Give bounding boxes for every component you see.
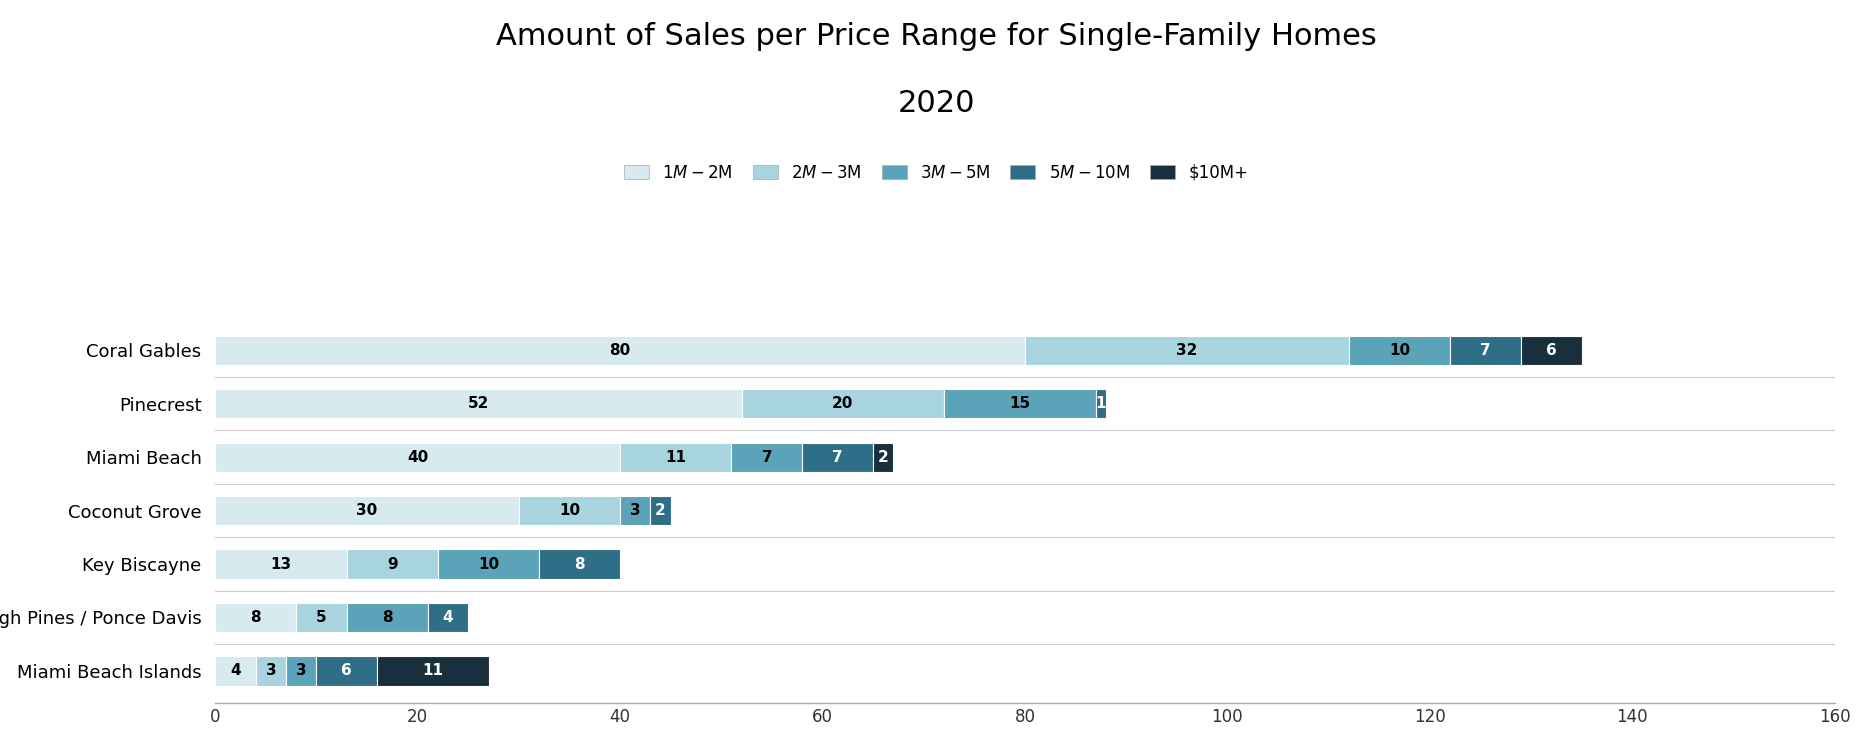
Bar (346, 602, 429, 632)
Text: Amount of Sales per Price Range for Single-Family Homes: Amount of Sales per Price Range for Sing… (496, 22, 1376, 51)
Bar (620, 443, 732, 472)
Bar (1095, 389, 1106, 419)
Bar (429, 602, 468, 632)
Text: 52: 52 (468, 397, 489, 411)
Bar (650, 496, 670, 525)
Bar (872, 443, 893, 472)
Bar (803, 443, 872, 472)
Bar (286, 656, 316, 685)
Bar (215, 602, 296, 632)
Bar (1026, 336, 1350, 365)
Text: 10: 10 (560, 503, 580, 518)
Bar (215, 549, 346, 579)
Text: 11: 11 (665, 450, 687, 465)
Text: 80: 80 (610, 343, 631, 358)
Text: 15: 15 (1009, 397, 1030, 411)
Text: 7: 7 (762, 450, 771, 465)
Bar (519, 496, 620, 525)
Text: 5: 5 (316, 610, 328, 625)
Text: 8: 8 (251, 610, 260, 625)
Bar (296, 602, 346, 632)
Bar (1451, 336, 1520, 365)
Text: 2020: 2020 (897, 89, 975, 118)
Bar (215, 656, 256, 685)
Text: 13: 13 (270, 556, 292, 571)
Bar (346, 549, 438, 579)
Text: 30: 30 (356, 503, 378, 518)
Text: 8: 8 (575, 556, 584, 571)
Text: 1: 1 (1095, 397, 1106, 411)
Text: 10: 10 (1389, 343, 1410, 358)
Bar (943, 389, 1095, 419)
Bar (438, 549, 539, 579)
Text: 3: 3 (296, 663, 307, 679)
Legend: $1M-$2M, $2M-$3M, $3M-$5M, $5M-$10M, $10M+: $1M-$2M, $2M-$3M, $3M-$5M, $5M-$10M, $10… (623, 164, 1249, 182)
Text: 4: 4 (230, 663, 241, 679)
Bar (1520, 336, 1582, 365)
Bar (741, 389, 943, 419)
Text: 3: 3 (631, 503, 640, 518)
Bar (539, 549, 620, 579)
Text: 3: 3 (266, 663, 277, 679)
Text: 2: 2 (655, 503, 666, 518)
Bar (215, 443, 620, 472)
Bar (215, 336, 1026, 365)
Bar (732, 443, 803, 472)
Bar (256, 656, 286, 685)
Bar (378, 656, 489, 685)
Text: 7: 7 (1481, 343, 1490, 358)
Text: 6: 6 (341, 663, 352, 679)
Text: 9: 9 (388, 556, 397, 571)
Text: 6: 6 (1546, 343, 1556, 358)
Bar (215, 389, 741, 419)
Text: 32: 32 (1176, 343, 1198, 358)
Text: 11: 11 (423, 663, 444, 679)
Text: 7: 7 (833, 450, 842, 465)
Text: 2: 2 (878, 450, 889, 465)
Text: 40: 40 (406, 450, 429, 465)
Text: 8: 8 (382, 610, 393, 625)
Text: 10: 10 (477, 556, 500, 571)
Text: 4: 4 (444, 610, 453, 625)
Bar (215, 496, 519, 525)
Bar (620, 496, 650, 525)
Bar (316, 656, 378, 685)
Bar (1350, 336, 1451, 365)
Text: 20: 20 (831, 397, 854, 411)
